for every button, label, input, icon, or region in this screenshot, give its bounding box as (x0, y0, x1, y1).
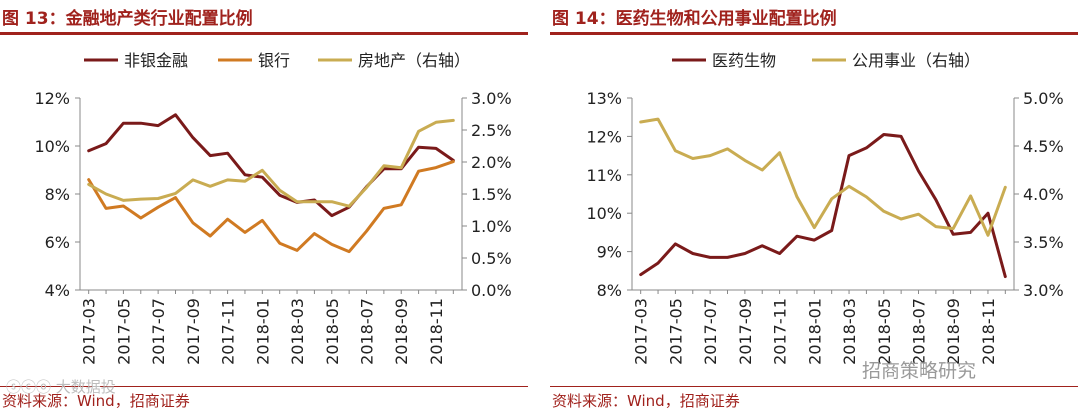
right-y-tick-label: 4.0% (1023, 185, 1064, 204)
right-y-tick-label: 0.5% (471, 249, 512, 268)
x-tick-label: 2017-11 (219, 298, 238, 365)
x-tick-label: 2018-05 (875, 298, 894, 365)
left-y-tick-label: 8% (45, 185, 70, 204)
left-y-tick-label: 10% (586, 204, 622, 223)
x-tick-label: 2017-05 (666, 298, 685, 365)
left-y-tick-label: 8% (597, 281, 622, 300)
x-tick-label: 2018-07 (358, 298, 377, 365)
x-tick-label: 2017-11 (771, 298, 790, 365)
right-chart-title: 图 14：医药生物和公用事业配置比例 (552, 9, 837, 29)
left-y-tick-label: 11% (586, 166, 622, 185)
left-y-tick-label: 13% (586, 89, 622, 108)
right-y-tick-label: 2.0% (471, 153, 512, 172)
series-line-0 (87, 113, 455, 218)
right-y-tick-label: 5.0% (1023, 89, 1064, 108)
x-tick-label: 2018-11 (427, 298, 446, 365)
x-tick-label: 2018-09 (392, 298, 411, 365)
left-source: 资料来源：Wind，招商证券 (2, 392, 190, 410)
x-tick-label: 2017-09 (736, 298, 755, 365)
right-title-rule (550, 32, 1078, 35)
x-tick-label: 2017-07 (149, 298, 168, 365)
x-tick-label: 2018-03 (840, 298, 859, 365)
left-panel: 图 13：金融地产类行业配置比例 4% 6% 8% 10% 12% 0.0% 0.5% 1.0… (0, 0, 530, 412)
left-y-tick-label: 12% (34, 89, 70, 108)
legend-label-0: 非银金融 (124, 51, 188, 70)
x-tick-label: 2018-01 (805, 298, 824, 365)
right-panel: 图 14：医药生物和公用事业配置比例 8% 9% 10% 11% 12% 13% 3.0% 3… (550, 0, 1080, 412)
series-line-0 (639, 133, 1007, 279)
series-line-1 (639, 117, 1007, 237)
x-tick-label: 2018-03 (288, 298, 307, 365)
series-line-1 (87, 160, 455, 254)
right-y-tick-label: 3.5% (1023, 233, 1064, 252)
x-tick-label: 2017-05 (114, 298, 133, 365)
x-tick-label: 2018-11 (979, 298, 998, 365)
series-line-2 (87, 118, 455, 208)
right-y-tick-label: 4.5% (1023, 137, 1064, 156)
left-y-tick-label: 4% (45, 281, 70, 300)
x-tick-label: 2018-09 (944, 298, 963, 365)
x-tick-label: 2017-07 (701, 298, 720, 365)
legend-label-1: 公用事业（右轴） (852, 51, 980, 70)
right-source-rule (550, 386, 1078, 387)
x-tick-label: 2017-03 (632, 298, 651, 365)
legend-label-1: 银行 (258, 51, 290, 70)
right-source: 资料来源：Wind，招商证券 (552, 392, 740, 410)
x-tick-label: 2017-09 (184, 298, 203, 365)
right-y-tick-label: 0.0% (471, 281, 512, 300)
right-watermark: 招商策略研究 (862, 360, 977, 382)
right-chart: 8% 9% 10% 11% 12% 13% 3.0% 3.5% 4.0% 4.5% 5.0% 2017… (586, 51, 1064, 365)
left-source-rule (0, 386, 528, 387)
legend-label-0: 医药生物 (712, 51, 776, 70)
x-tick-label: 2018-01 (253, 298, 272, 365)
x-tick-label: 2017-03 (80, 298, 99, 365)
left-y-tick-label: 6% (45, 233, 70, 252)
right-y-tick-label: 1.0% (471, 217, 512, 236)
right-y-tick-label: 3.0% (1023, 281, 1064, 300)
right-y-tick-label: 2.5% (471, 121, 512, 140)
right-y-tick-label: 1.5% (471, 185, 512, 204)
right-y-tick-label: 3.0% (471, 89, 512, 108)
left-watermark: ⓢⓒⓞ 大数据投 (6, 378, 116, 396)
x-tick-label: 2018-05 (323, 298, 342, 365)
left-y-tick-label: 12% (586, 127, 622, 146)
left-title-rule (0, 32, 528, 35)
legend-label-2: 房地产（右轴） (358, 51, 470, 70)
left-y-tick-label: 10% (34, 137, 70, 156)
x-tick-label: 2018-07 (910, 298, 929, 365)
left-chart: 4% 6% 8% 10% 12% 0.0% 0.5% 1.0% 1.5% 2.0% 2.5% 3.0%… (34, 51, 512, 365)
left-chart-title: 图 13：金融地产类行业配置比例 (2, 9, 253, 29)
left-y-tick-label: 9% (597, 243, 622, 262)
